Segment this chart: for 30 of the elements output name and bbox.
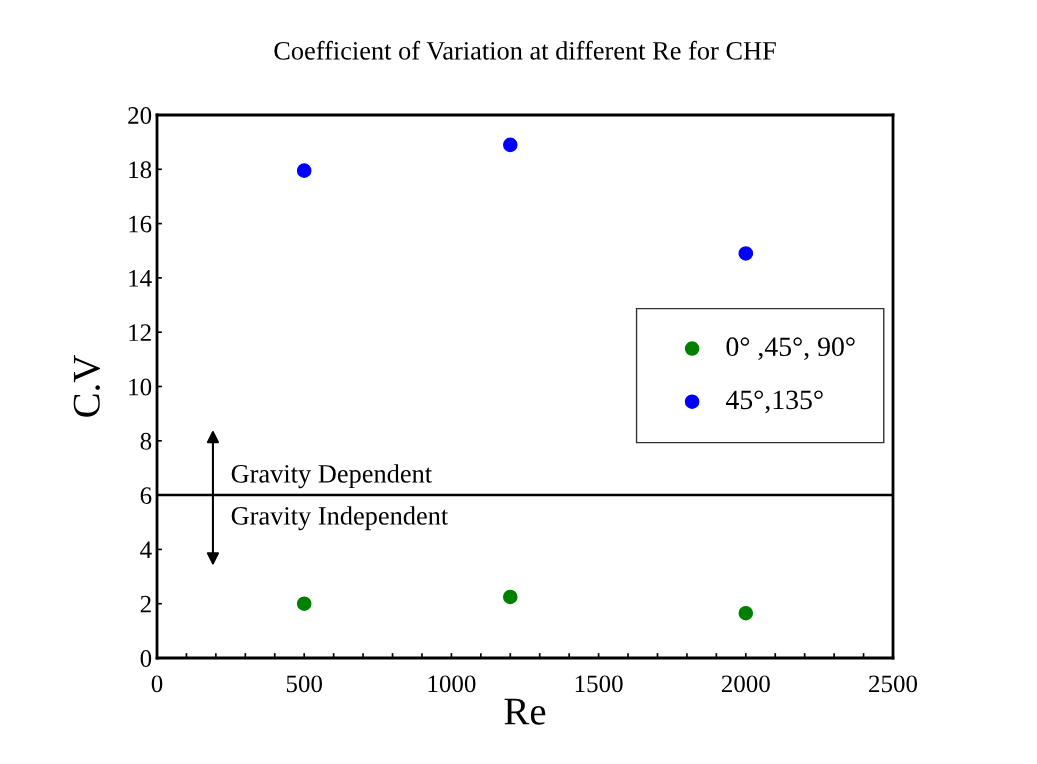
x-axis-title: Re — [504, 698, 546, 725]
x-tick-label: 0 — [151, 675, 163, 693]
annotation: Gravity Dependent — [231, 464, 432, 489]
y-tick-label: 16 — [129, 215, 152, 233]
legend-label: 45°,135° — [725, 390, 823, 414]
x-tick-label: 1500 — [575, 675, 623, 693]
y-tick-label: 8 — [140, 432, 152, 450]
y-axis-title: C.V — [73, 355, 100, 417]
point — [738, 246, 754, 261]
legend-label: 0° ,45°, 90° — [726, 337, 855, 361]
y-tick-label: 20 — [128, 107, 152, 124]
x-tick-label: 2500 — [869, 675, 918, 693]
y-tick-label: 18 — [129, 161, 152, 179]
x-tick-label: 2000 — [721, 675, 770, 693]
annotation: Gravity Independent — [231, 506, 449, 531]
point — [502, 589, 518, 605]
x-tick-label: 500 — [286, 675, 322, 693]
point — [296, 163, 312, 178]
y-tick-label: 12 — [129, 324, 151, 341]
y-tick-label: 0 — [140, 650, 152, 667]
point — [738, 605, 754, 621]
y-tick-label: 6 — [140, 487, 152, 505]
point — [502, 137, 518, 153]
point — [296, 596, 312, 611]
x-tick-label: 1000 — [428, 675, 476, 693]
chart-title: Coefficient of Variation at different Re for CHF — [274, 40, 776, 60]
y-tick-label: 4 — [140, 541, 152, 559]
y-tick-label: 14 — [129, 270, 152, 287]
y-tick-label: 2 — [140, 595, 151, 613]
y-tick-label: 10 — [129, 378, 152, 396]
